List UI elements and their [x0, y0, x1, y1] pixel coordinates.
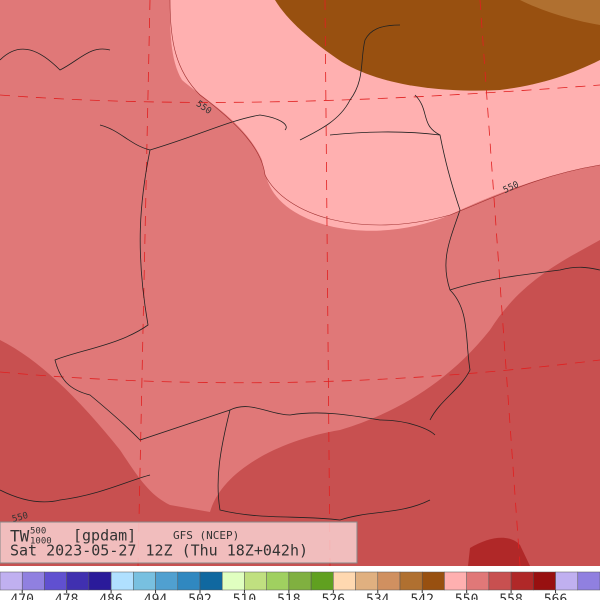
field-dark — [0, 240, 600, 566]
colorbar: 470 478 486 494 502 510 518 526 534 542 550 558 566 — [0, 566, 600, 600]
colorbar-swatch — [244, 571, 267, 591]
colorbar-label: 510 — [233, 593, 256, 600]
model: GFS (NCEP) — [173, 529, 239, 542]
colorbar-swatch — [44, 571, 67, 591]
colorbar-label: 470 — [10, 593, 33, 600]
title: TW — [10, 527, 30, 546]
field — [0, 0, 600, 566]
colorbar-swatch — [488, 571, 512, 591]
colorbar-swatch — [333, 571, 356, 591]
colorbar-label: 566 — [544, 593, 567, 600]
colorbar-swatch — [555, 571, 579, 591]
border — [217, 94, 600, 521]
colorbar-label: 486 — [99, 593, 122, 600]
colorbar-swatch — [110, 571, 134, 591]
coastline — [0, 24, 401, 151]
colorbar-label: 502 — [188, 593, 211, 600]
meridian — [479, 0, 521, 567]
colorbar-swatch — [177, 571, 201, 591]
colorbar-swatch — [577, 571, 600, 591]
border — [0, 474, 151, 503]
colorbar-label: 526 — [322, 593, 345, 600]
field-darker — [468, 537, 530, 566]
colorbar-label: 550 — [455, 593, 478, 600]
border — [54, 149, 436, 441]
colorbar-swatch — [466, 571, 490, 591]
colorbar-label: 478 — [55, 593, 78, 600]
contour-line — [169, 0, 600, 226]
colorbar-swatch — [444, 571, 467, 591]
colorbar-swatch — [88, 571, 112, 591]
colorbar-swatch — [199, 571, 223, 591]
meridian — [324, 0, 331, 567]
colorbar-swatch — [510, 571, 534, 591]
colorbar-label: 542 — [410, 593, 433, 600]
colorbar-swatch — [533, 571, 556, 591]
valid-time: Sat 2023-05-27 12Z (Thu 18Z+042h) — [10, 542, 308, 560]
colorbar-swatch — [355, 571, 379, 591]
field-brown — [275, 0, 600, 91]
info-box-bg — [0, 521, 358, 564]
field-brown-light — [520, 0, 600, 25]
title-superscript: 500 — [30, 527, 46, 537]
info-box: TW 500 1000 [gpdam] GFS (NCEP) Sat 2023-… — [0, 521, 358, 564]
colorbar-swatch — [288, 571, 312, 591]
colorbar-swatch — [266, 571, 290, 591]
graticule — [0, 0, 600, 567]
colorbar-swatch — [66, 571, 90, 591]
colorbar-swatch — [0, 571, 23, 591]
colorbar-swatch — [377, 571, 401, 591]
colorbar-label: 558 — [499, 593, 522, 600]
border — [329, 131, 471, 421]
colorbar-swatch — [155, 571, 179, 591]
colorbar-swatch — [399, 571, 423, 591]
contours — [169, 0, 600, 226]
colorbar-swatch — [221, 571, 245, 591]
units: [gpdam] — [73, 527, 136, 545]
colorbar-swatch — [421, 571, 445, 591]
colorbar-swatch — [133, 571, 156, 591]
title-subscript: 1000 — [30, 537, 52, 547]
colorbar-swatch — [310, 571, 334, 591]
contour-label: 550 — [11, 511, 29, 525]
colorbar-label: 518 — [277, 593, 300, 600]
meridian — [137, 0, 151, 567]
colorbar-swatch — [21, 571, 45, 591]
colorbar-label: 534 — [366, 593, 390, 600]
borders — [0, 24, 600, 521]
colorbar-label: 494 — [144, 593, 168, 600]
